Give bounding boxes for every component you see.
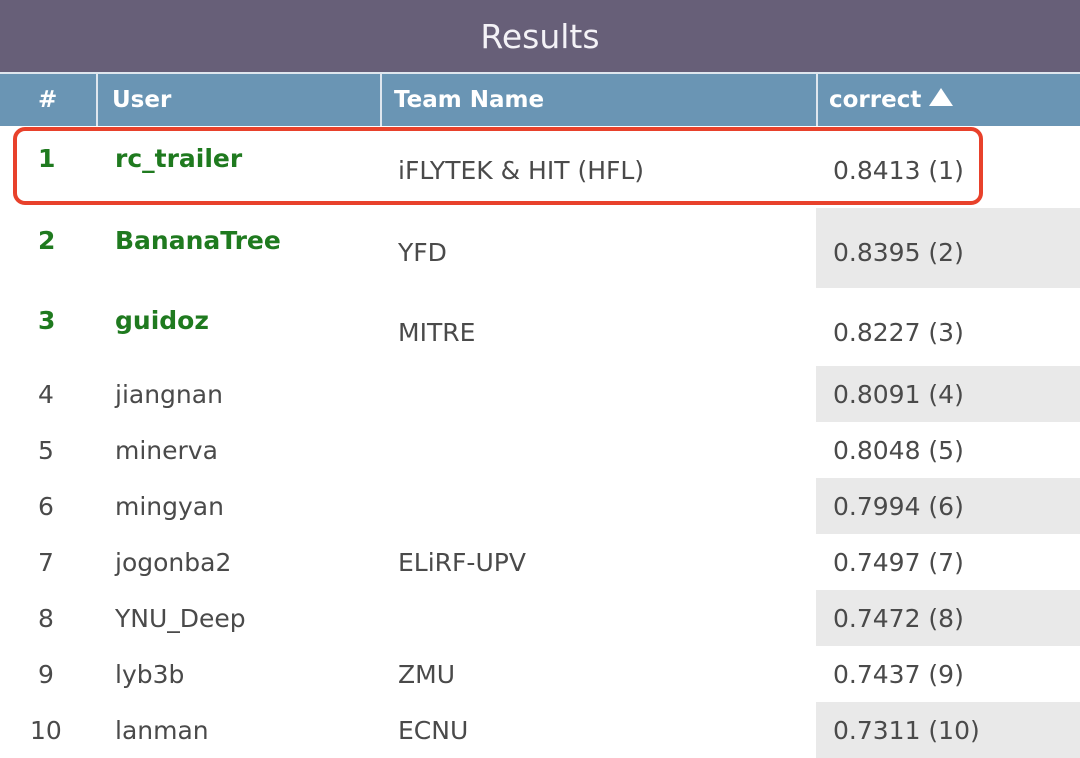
column-header-rank[interactable]: # <box>0 74 96 126</box>
team-name-cell: MITRE <box>398 318 476 347</box>
correct-cell: 0.7311 (10) <box>833 716 980 745</box>
user-cell: lanman <box>115 716 209 745</box>
team-name-cell: ZMU <box>398 660 455 689</box>
user-cell: mingyan <box>115 492 224 521</box>
table-row: 3 guidoz MITRE 0.8227 (3) <box>0 288 1080 366</box>
rank-cell: 7 <box>38 548 54 577</box>
table-row: 6 mingyan 0.7994 (6) <box>0 478 1080 534</box>
correct-cell: 0.7437 (9) <box>833 660 964 689</box>
table-row: 7 jogonba2 ELiRF-UPV 0.7497 (7) <box>0 534 1080 590</box>
correct-cell: 0.7472 (8) <box>833 604 964 633</box>
user-cell: jogonba2 <box>115 548 232 577</box>
rank-cell: 1 <box>38 144 56 173</box>
table-row: 10 lanman ECNU 0.7311 (10) <box>0 702 1080 758</box>
user-cell: YNU_Deep <box>115 604 246 633</box>
correct-cell: 0.8048 (5) <box>833 436 964 465</box>
column-header-rank-label: # <box>38 87 58 113</box>
user-cell: rc_trailer <box>115 144 243 173</box>
rank-cell: 9 <box>38 660 54 689</box>
user-cell: BananaTree <box>115 226 281 255</box>
correct-cell: 0.7994 (6) <box>833 492 964 521</box>
rank-cell: 3 <box>38 306 56 335</box>
correct-cell: 0.8413 (1) <box>833 156 964 185</box>
user-cell: guidoz <box>115 306 209 335</box>
correct-cell: 0.8091 (4) <box>833 380 964 409</box>
table-row: 9 lyb3b ZMU 0.7437 (9) <box>0 646 1080 702</box>
correct-cell: 0.7497 (7) <box>833 548 964 577</box>
team-name-cell: ELiRF-UPV <box>398 548 526 577</box>
correct-cell: 0.8227 (3) <box>833 318 964 347</box>
highlight-box <box>13 127 983 205</box>
column-header-team-label: Team Name <box>394 87 545 113</box>
table-row: 2 BananaTree YFD 0.8395 (2) <box>0 208 1080 288</box>
rank-cell: 2 <box>38 226 56 255</box>
correct-cell-background <box>816 478 1080 534</box>
team-name-cell: ECNU <box>398 716 469 745</box>
rank-cell: 10 <box>30 716 62 745</box>
table-row: 1 rc_trailer iFLYTEK & HIT (HFL) 0.8413 (1) <box>0 126 1080 208</box>
rank-cell: 4 <box>38 380 54 409</box>
table-header: # User Team Name correct <box>0 72 1080 126</box>
team-name-cell: iFLYTEK & HIT (HFL) <box>398 156 645 185</box>
results-title-bar: Results <box>0 0 1080 72</box>
user-cell: lyb3b <box>115 660 185 689</box>
rank-cell: 5 <box>38 436 54 465</box>
column-header-team-name[interactable]: Team Name <box>380 74 816 126</box>
user-cell: minerva <box>115 436 218 465</box>
rank-cell: 6 <box>38 492 54 521</box>
user-cell: jiangnan <box>115 380 223 409</box>
team-name-cell: YFD <box>398 238 447 267</box>
table-row: 8 YNU_Deep 0.7472 (8) <box>0 590 1080 646</box>
correct-cell-background <box>816 702 1080 758</box>
correct-cell-background <box>816 366 1080 422</box>
column-header-correct[interactable]: correct <box>816 74 1080 126</box>
triangle-up-icon[interactable] <box>929 88 954 106</box>
correct-cell-background <box>816 590 1080 646</box>
rank-cell: 8 <box>38 604 54 633</box>
column-header-user[interactable]: User <box>96 74 380 126</box>
correct-cell: 0.8395 (2) <box>833 238 964 267</box>
table-row: 4 jiangnan 0.8091 (4) <box>0 366 1080 422</box>
column-header-user-label: User <box>112 87 172 113</box>
page-title: Results <box>480 16 600 56</box>
column-header-correct-label: correct <box>829 87 922 113</box>
correct-cell-background <box>816 208 1080 288</box>
table-row: 5 minerva 0.8048 (5) <box>0 422 1080 478</box>
